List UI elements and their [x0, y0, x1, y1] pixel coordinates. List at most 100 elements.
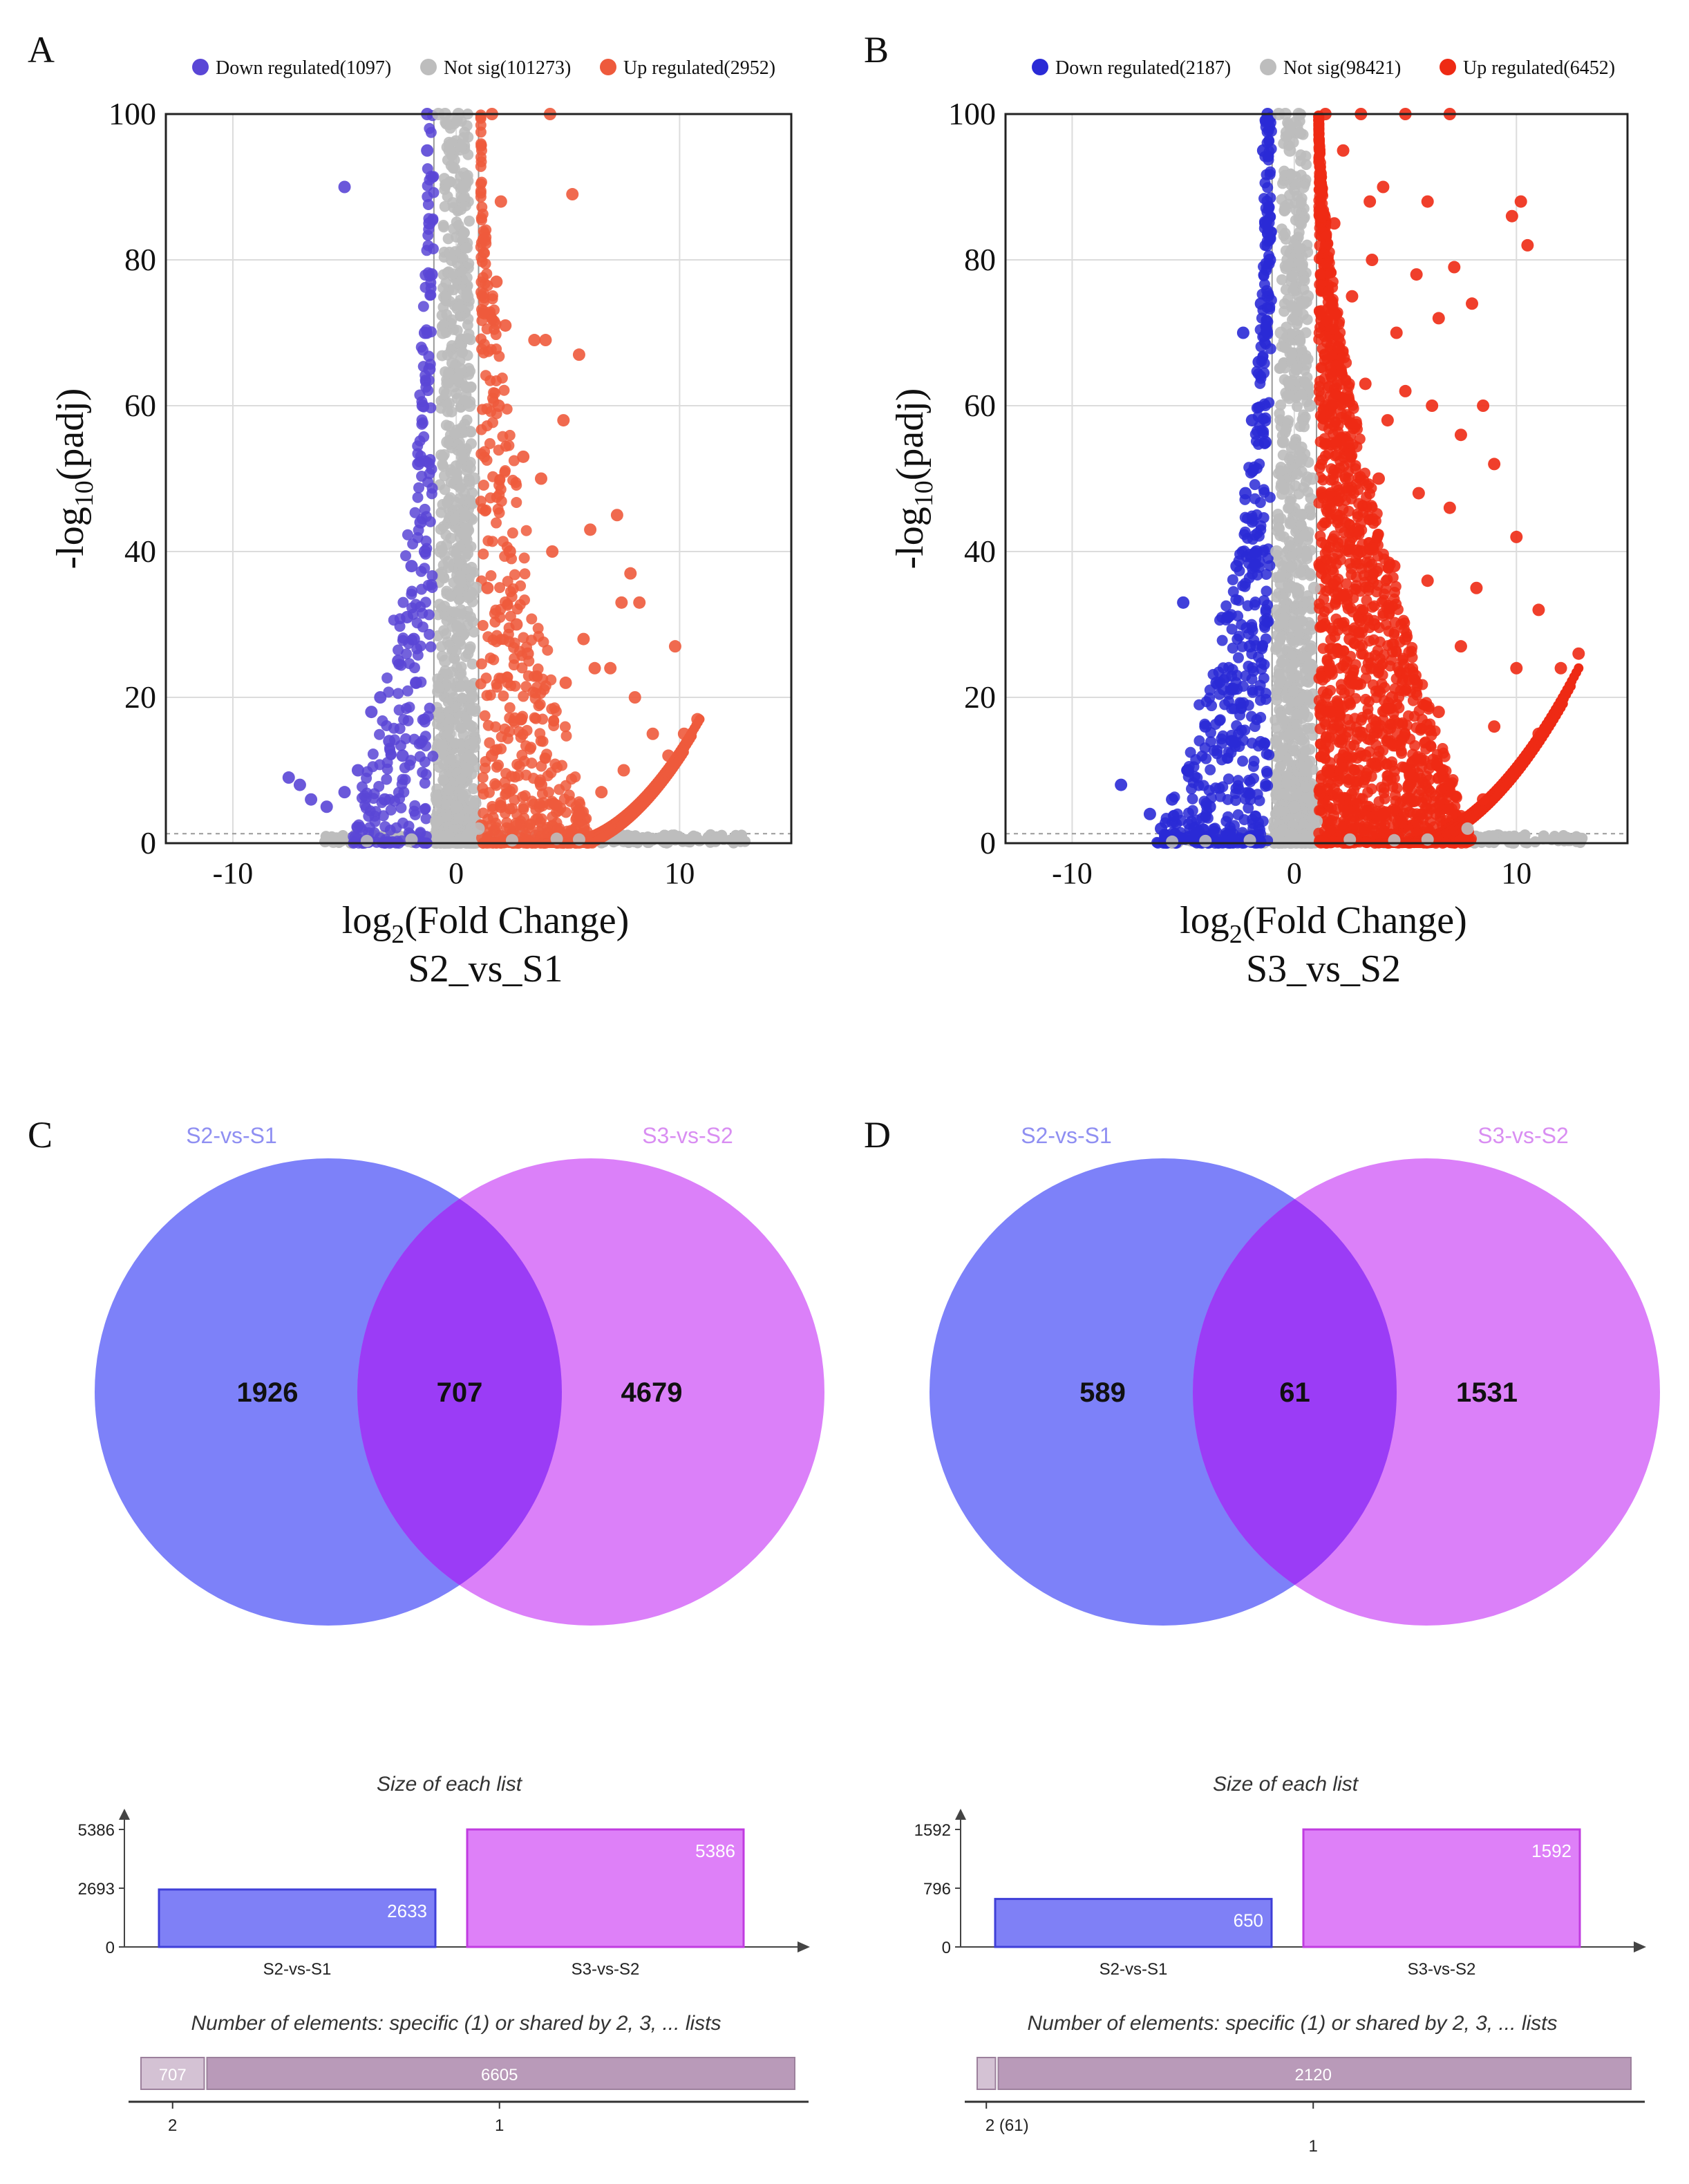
- point-down: [404, 702, 415, 713]
- point-notsig: [444, 397, 455, 409]
- point-notsig: [739, 836, 751, 847]
- point-down: [359, 790, 370, 802]
- legend-label-notsig: Not sig(101273): [444, 57, 571, 79]
- data-point: [412, 458, 425, 471]
- point-down: [1254, 824, 1266, 836]
- point-notsig: [442, 697, 454, 708]
- data-point: [450, 800, 463, 813]
- point-down: [1220, 600, 1232, 612]
- point-notsig: [436, 310, 448, 321]
- data-point: [401, 610, 414, 623]
- point-notsig: [461, 534, 473, 545]
- point-down: [389, 795, 401, 807]
- data-point: [461, 764, 474, 777]
- point-notsig: [448, 268, 460, 280]
- point-up: [480, 505, 492, 516]
- point-notsig: [462, 751, 473, 763]
- data-point: [454, 363, 467, 376]
- point-down: [1259, 337, 1271, 348]
- point-down: [415, 341, 427, 353]
- point-up: [524, 743, 536, 755]
- point-down: [1263, 397, 1275, 408]
- point-up: [475, 176, 487, 188]
- point-notsig: [1283, 502, 1294, 514]
- point-notsig: [1277, 449, 1289, 461]
- point-down: [414, 389, 426, 401]
- point-down: [393, 704, 405, 716]
- point-notsig: [433, 681, 445, 693]
- point-notsig: [1274, 465, 1286, 477]
- point-notsig: [453, 593, 465, 605]
- y-axis-label-main: -log: [49, 507, 92, 569]
- point-notsig: [1294, 607, 1305, 619]
- point-down: [409, 809, 421, 820]
- point-up: [509, 569, 520, 581]
- point-down: [397, 634, 408, 646]
- legend-label-up: Up regulated(2952): [623, 57, 775, 79]
- point-down: [411, 617, 423, 629]
- point-notsig: [458, 191, 470, 203]
- point-up: [519, 568, 531, 580]
- point-notsig: [1280, 131, 1292, 142]
- point-up: [1325, 267, 1337, 279]
- point-notsig: [1301, 651, 1312, 663]
- data-point: [392, 655, 405, 668]
- point-down: [353, 819, 365, 831]
- x-tick-label: -10: [213, 856, 254, 890]
- data-point: [441, 435, 454, 449]
- point-up: [520, 681, 532, 693]
- point-down: [406, 588, 417, 600]
- point-notsig: [1299, 421, 1310, 433]
- point-down: [402, 685, 413, 697]
- point-up: [545, 674, 557, 686]
- point-down: [417, 301, 429, 312]
- point-down: [386, 836, 398, 847]
- point-down: [422, 710, 434, 722]
- point-down: [1248, 755, 1260, 767]
- data-point: [351, 764, 364, 777]
- point-up: [482, 719, 494, 731]
- point-down: [381, 773, 393, 785]
- point-notsig: [466, 658, 478, 670]
- point-down: [416, 418, 428, 430]
- point-notsig: [1281, 424, 1292, 435]
- point-up: [479, 710, 491, 722]
- point-down: [412, 649, 424, 661]
- point-down: [1249, 599, 1261, 611]
- point-notsig: [447, 197, 459, 209]
- point-down: [399, 774, 411, 786]
- data-point: [320, 800, 333, 813]
- point-notsig: [1276, 478, 1287, 490]
- point-notsig: [464, 215, 475, 227]
- point-down: [1258, 426, 1270, 437]
- point-down: [1258, 511, 1270, 523]
- point-notsig: [628, 836, 640, 847]
- point-notsig: [1278, 612, 1290, 623]
- point-up: [498, 690, 509, 702]
- point-notsig: [1276, 805, 1288, 817]
- point-notsig: [451, 645, 462, 657]
- point-down: [357, 781, 368, 793]
- point-down: [368, 788, 380, 800]
- point-notsig: [657, 831, 669, 843]
- data-point: [662, 749, 675, 762]
- point-notsig: [455, 681, 467, 693]
- point-down: [1239, 511, 1251, 523]
- data-point: [604, 661, 617, 675]
- y-axis-label-tail: (padj): [49, 388, 92, 481]
- data-point: [472, 822, 485, 835]
- point-down: [408, 733, 420, 745]
- point-up: [479, 227, 491, 239]
- point-up: [560, 807, 572, 818]
- point-up: [484, 437, 496, 449]
- point-down: [419, 740, 431, 752]
- point-notsig: [451, 467, 462, 479]
- point-notsig: [457, 692, 469, 704]
- point-up: [511, 758, 523, 770]
- legend-marker-down: [192, 59, 209, 75]
- point-down: [1264, 169, 1276, 180]
- point-down: [1199, 742, 1211, 754]
- point-down: [1216, 754, 1227, 766]
- point-up: [478, 296, 490, 308]
- data-point: [418, 326, 431, 339]
